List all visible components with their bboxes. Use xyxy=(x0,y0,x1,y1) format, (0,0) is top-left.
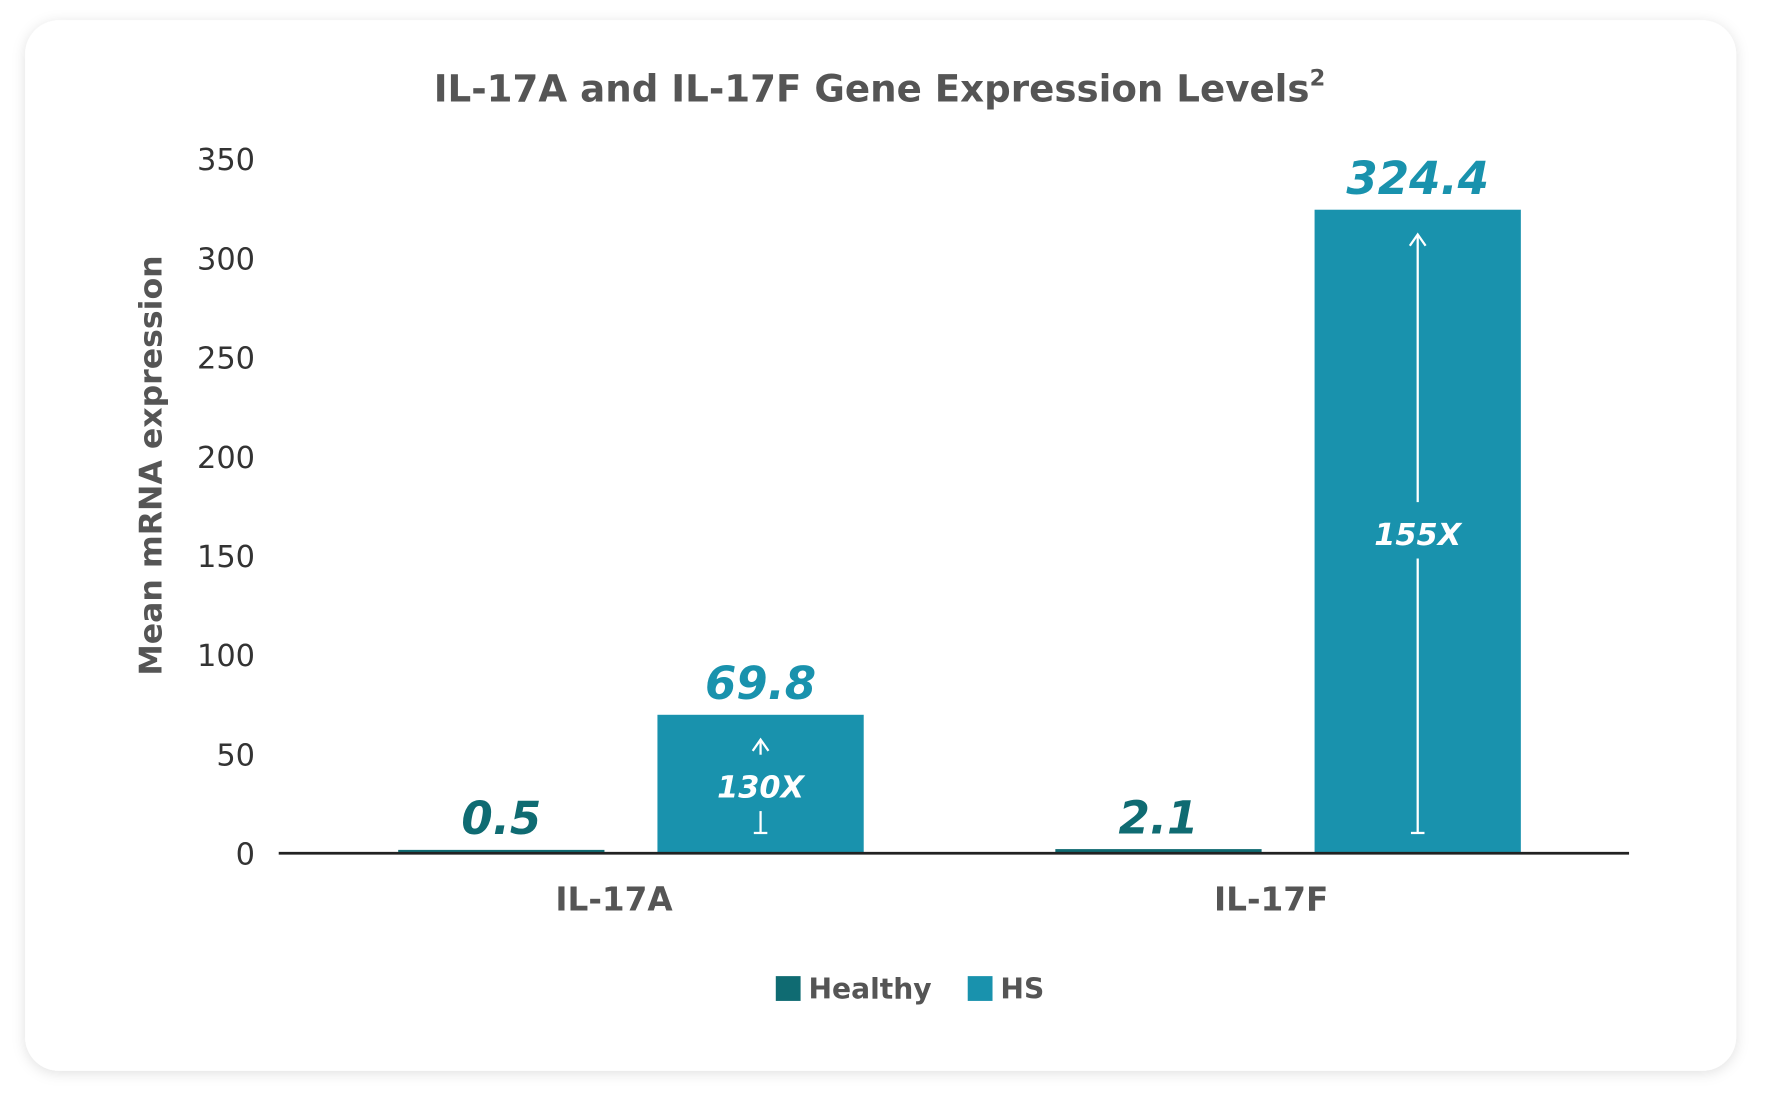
fold-change-arrow xyxy=(751,737,770,835)
y-axis-label: Mean mRNA expression xyxy=(133,255,169,675)
bar-healthy-il-17a xyxy=(398,849,605,854)
data-label: 69.8 xyxy=(705,657,816,710)
chart-title: IL-17A and IL-17F Gene Expression Levels… xyxy=(434,66,1326,111)
legend-swatch xyxy=(967,976,993,1001)
y-tick-label: 350 xyxy=(197,143,255,178)
legend-swatch xyxy=(775,976,801,1001)
fold-change-arrow xyxy=(1408,232,1427,835)
y-tick-label: 200 xyxy=(197,441,255,476)
y-tick-label: 150 xyxy=(197,540,255,575)
fold-change-label: 155X xyxy=(1374,518,1463,553)
y-tick-label: 250 xyxy=(197,342,255,377)
y-tick-label: 100 xyxy=(197,639,255,674)
chart-card xyxy=(25,20,1737,1071)
data-label: 324.4 xyxy=(1346,152,1489,205)
data-label: 2.1 xyxy=(1119,791,1199,844)
y-tick-label: 0 xyxy=(236,838,255,873)
fold-change-label: 130X xyxy=(717,771,806,806)
y-tick-label: 300 xyxy=(197,242,255,277)
legend-label: Healthy xyxy=(808,973,931,1006)
y-tick-label: 50 xyxy=(216,738,255,773)
legend-label: HS xyxy=(1000,973,1044,1006)
x-tick-label: IL-17F xyxy=(1214,881,1328,919)
x-tick-label: IL-17A xyxy=(555,881,673,919)
data-label: 0.5 xyxy=(461,792,541,845)
bar-healthy-il-17f xyxy=(1055,849,1262,854)
legend: Healthy HS xyxy=(775,973,1044,1006)
